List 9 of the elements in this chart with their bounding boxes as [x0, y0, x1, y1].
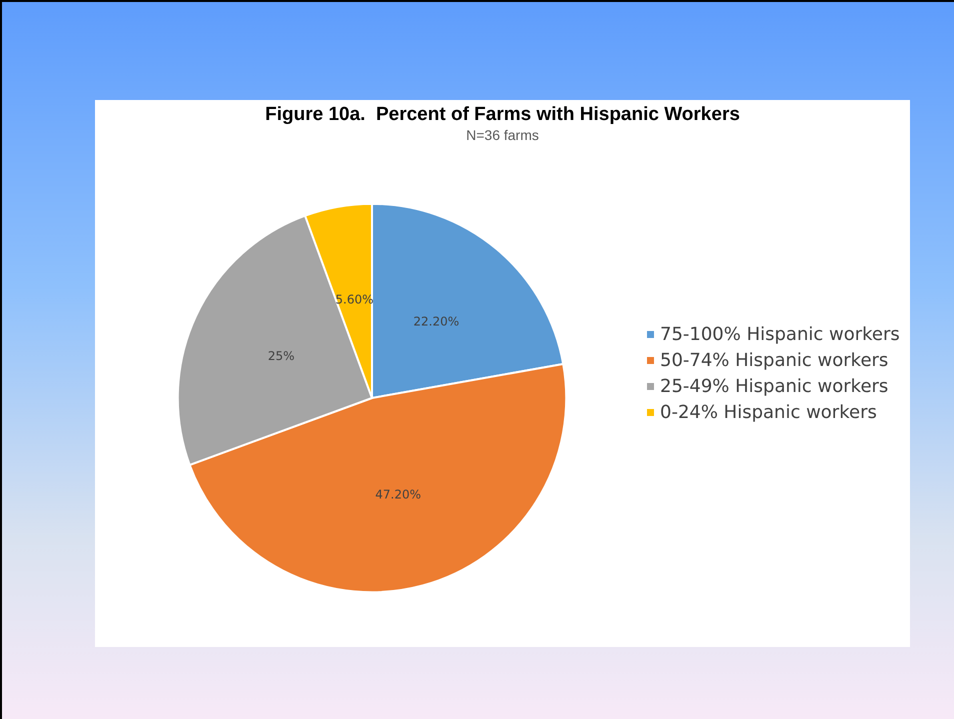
data-label: 22.20%	[413, 314, 460, 328]
legend-label: 50-74% Hispanic workers	[660, 350, 888, 371]
data-label: 47.20%	[375, 488, 421, 502]
data-label: 25%	[268, 348, 295, 363]
legend-label: 25-49% Hispanic workers	[660, 376, 888, 397]
chart-subtitle: N=36 farms	[466, 127, 539, 143]
legend-label: 75-100% Hispanic workers	[660, 324, 900, 345]
chart-title: Figure 10a. Percent of Farms with Hispanic Workers	[265, 104, 740, 125]
legend-label: 0-24% Hispanic workers	[660, 402, 877, 423]
